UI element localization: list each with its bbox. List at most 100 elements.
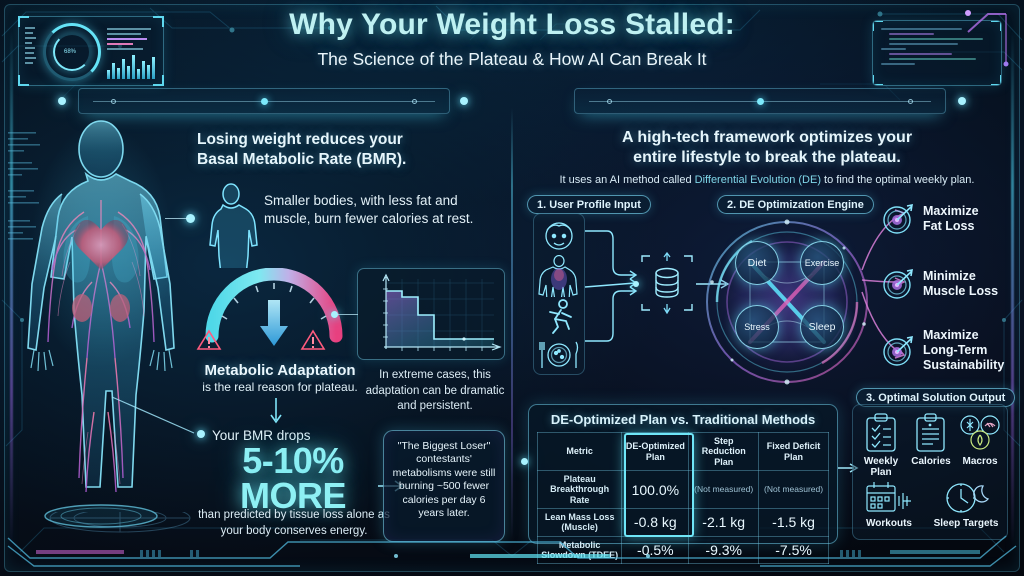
metabolic-gauge-icon [205, 268, 343, 346]
engine-node-stress: Stress [735, 305, 779, 349]
database-input-dot [633, 281, 639, 287]
warning-icon-left [196, 329, 222, 350]
center-divider [511, 108, 513, 538]
cell-de-value: -0.5% [621, 535, 690, 565]
th-metric: Metric [536, 431, 623, 472]
comparison-table-panel: DE-Optimized Plan vs. Traditional Method… [528, 404, 838, 565]
de-highlight: Differential Evolution (DE) [694, 173, 821, 186]
page-subtitle: The Science of the Plateau & How AI Can … [317, 49, 707, 69]
bmr-lead-text: Your BMR drops [212, 428, 311, 443]
face-icon [545, 222, 573, 250]
left-headline: Losing weight reduces your Basal Metabol… [197, 131, 407, 168]
adaptation-block: Metabolic Adaptation is the real reason … [190, 362, 370, 394]
clock-moon-icon [946, 483, 990, 513]
right-headline: A high-tech framework optimizes your ent… [524, 128, 1010, 186]
ambient-data-text-icon [8, 132, 40, 240]
macros-icon [960, 415, 1000, 450]
pointer-dot-body [186, 214, 195, 223]
pointer-line-body [165, 218, 189, 219]
code-panel-trace-icon [965, 10, 1009, 67]
output-calories: Calories [908, 412, 954, 467]
database-icon [641, 252, 693, 314]
code-panel [872, 20, 1002, 86]
bmr-value-secondary: MORE [240, 475, 347, 516]
left-body-text: Smaller bodies, with less fat and muscle… [264, 193, 474, 227]
hud-gauge-ring-inner [53, 33, 91, 71]
output-sleep-targets: Sleep Targets [928, 478, 1004, 529]
target-icon [883, 268, 913, 299]
dashboard-hud-panel: 68% [18, 16, 164, 86]
right-edge-glow [1011, 30, 1014, 546]
body-anatomy-icon [538, 255, 578, 297]
chart-connector-line [336, 314, 358, 315]
divider-right [574, 88, 946, 114]
cell-metric: Plateau Breakthrough Rate [536, 470, 623, 510]
bmr-tail-text: than predicted by tissue loss alone as y… [198, 509, 390, 537]
bmr-bullet-dot [197, 430, 205, 438]
goal-row-3: Maximize Long-Term Sustainability [882, 328, 1004, 373]
output-workouts: Workouts [858, 478, 920, 529]
bmr-value-primary: 5-10% [242, 440, 344, 481]
bottom-frame-decoration [7, 535, 1017, 567]
divider-dot-right [958, 97, 966, 105]
table-row: Lean Mass Loss (Muscle) -0.8 kg -2.1 kg … [536, 508, 829, 537]
chip-step-1: 1. User Profile Input [527, 195, 651, 214]
hud-bar-chart [107, 53, 155, 79]
quote-box: "The Biggest Loser" contestants' metabol… [383, 430, 505, 542]
adaptation-title: Metabolic Adaptation [204, 362, 356, 379]
comparison-table: Metric DE-Optimized Plan Step Reduction … [536, 431, 829, 565]
header: Why Your Weight Loss Stalled: The Scienc… [0, 8, 1024, 70]
divider-dot-mid [460, 97, 468, 105]
output-weekly-plan: Weekly Plan [856, 412, 906, 478]
output-macros: Macros [955, 412, 1005, 467]
hud-gauge-ring-outer [43, 23, 101, 81]
goal-row-2: Minimize Muscle Loss [882, 268, 998, 300]
cell-metric: Lean Mass Loss (Muscle) [536, 508, 623, 537]
running-person-icon [549, 299, 572, 334]
cell-fixed-value: (Not measured) [758, 470, 829, 510]
small-person-icon [209, 183, 258, 268]
th-fixed-plan: Fixed Deficit Plan [758, 431, 829, 472]
th-step-plan: Step Reduction Plan [688, 431, 760, 472]
engine-node-sleep: Sleep [800, 305, 844, 349]
calendar-dumbbell-icon [866, 482, 911, 512]
bmr-leader-line [111, 396, 195, 434]
divider-left [78, 88, 450, 114]
de-optimization-engine [703, 218, 871, 386]
clipboard-list-icon [916, 413, 945, 452]
chart-connector-dot [331, 311, 338, 318]
cell-step-value: (Not measured) [688, 470, 760, 510]
th-de-plan: DE-Optimized Plan [621, 431, 690, 472]
chip-step-2: 2. DE Optimization Engine [717, 195, 874, 214]
down-arrow-icon [270, 398, 282, 424]
table-row: Plateau Breakthrough Rate 100.0% (Not me… [536, 470, 829, 510]
cell-de-value: -0.8 kg [621, 508, 690, 537]
cell-de-value: 100.0% [621, 470, 690, 510]
divider-dot-left [58, 97, 66, 105]
cell-fixed-value: -7.5% [758, 535, 829, 565]
table-input-dot [521, 458, 528, 465]
left-edge-glow [10, 30, 13, 546]
right-subtext: It uses an AI method called Differential… [559, 173, 975, 186]
goal-row-1: Maximize Fat Loss [882, 203, 979, 235]
bottom-left-radar-icon [49, 512, 191, 533]
target-icon [883, 335, 913, 366]
plateau-chart-panel [357, 268, 505, 360]
plateau-chart [382, 273, 502, 351]
adaptation-subtitle: is the real reason for plateau. [202, 380, 358, 394]
chart-caption: In extreme cases, this adaptation can be… [365, 369, 505, 413]
table-header-row: Metric DE-Optimized Plan Step Reduction … [536, 431, 829, 472]
clipboard-check-icon [866, 413, 896, 452]
quote-text: "The Biggest Loser" contestants' metabol… [392, 440, 496, 520]
target-icon [883, 203, 913, 234]
human-anatomy-figure [14, 112, 189, 530]
meal-plate-icon [539, 341, 579, 368]
chip-step-3: 3. Optimal Solution Output [856, 388, 1016, 407]
hud-gauge-value: 68% [64, 49, 77, 55]
cell-fixed-value: -1.5 kg [758, 508, 829, 537]
profile-to-database-arrows [584, 230, 638, 342]
page-title: Why Your Weight Loss Stalled: [289, 8, 735, 41]
engine-node-exercise: Exercise [800, 241, 844, 285]
engine-node-diet: Diet [735, 241, 779, 285]
